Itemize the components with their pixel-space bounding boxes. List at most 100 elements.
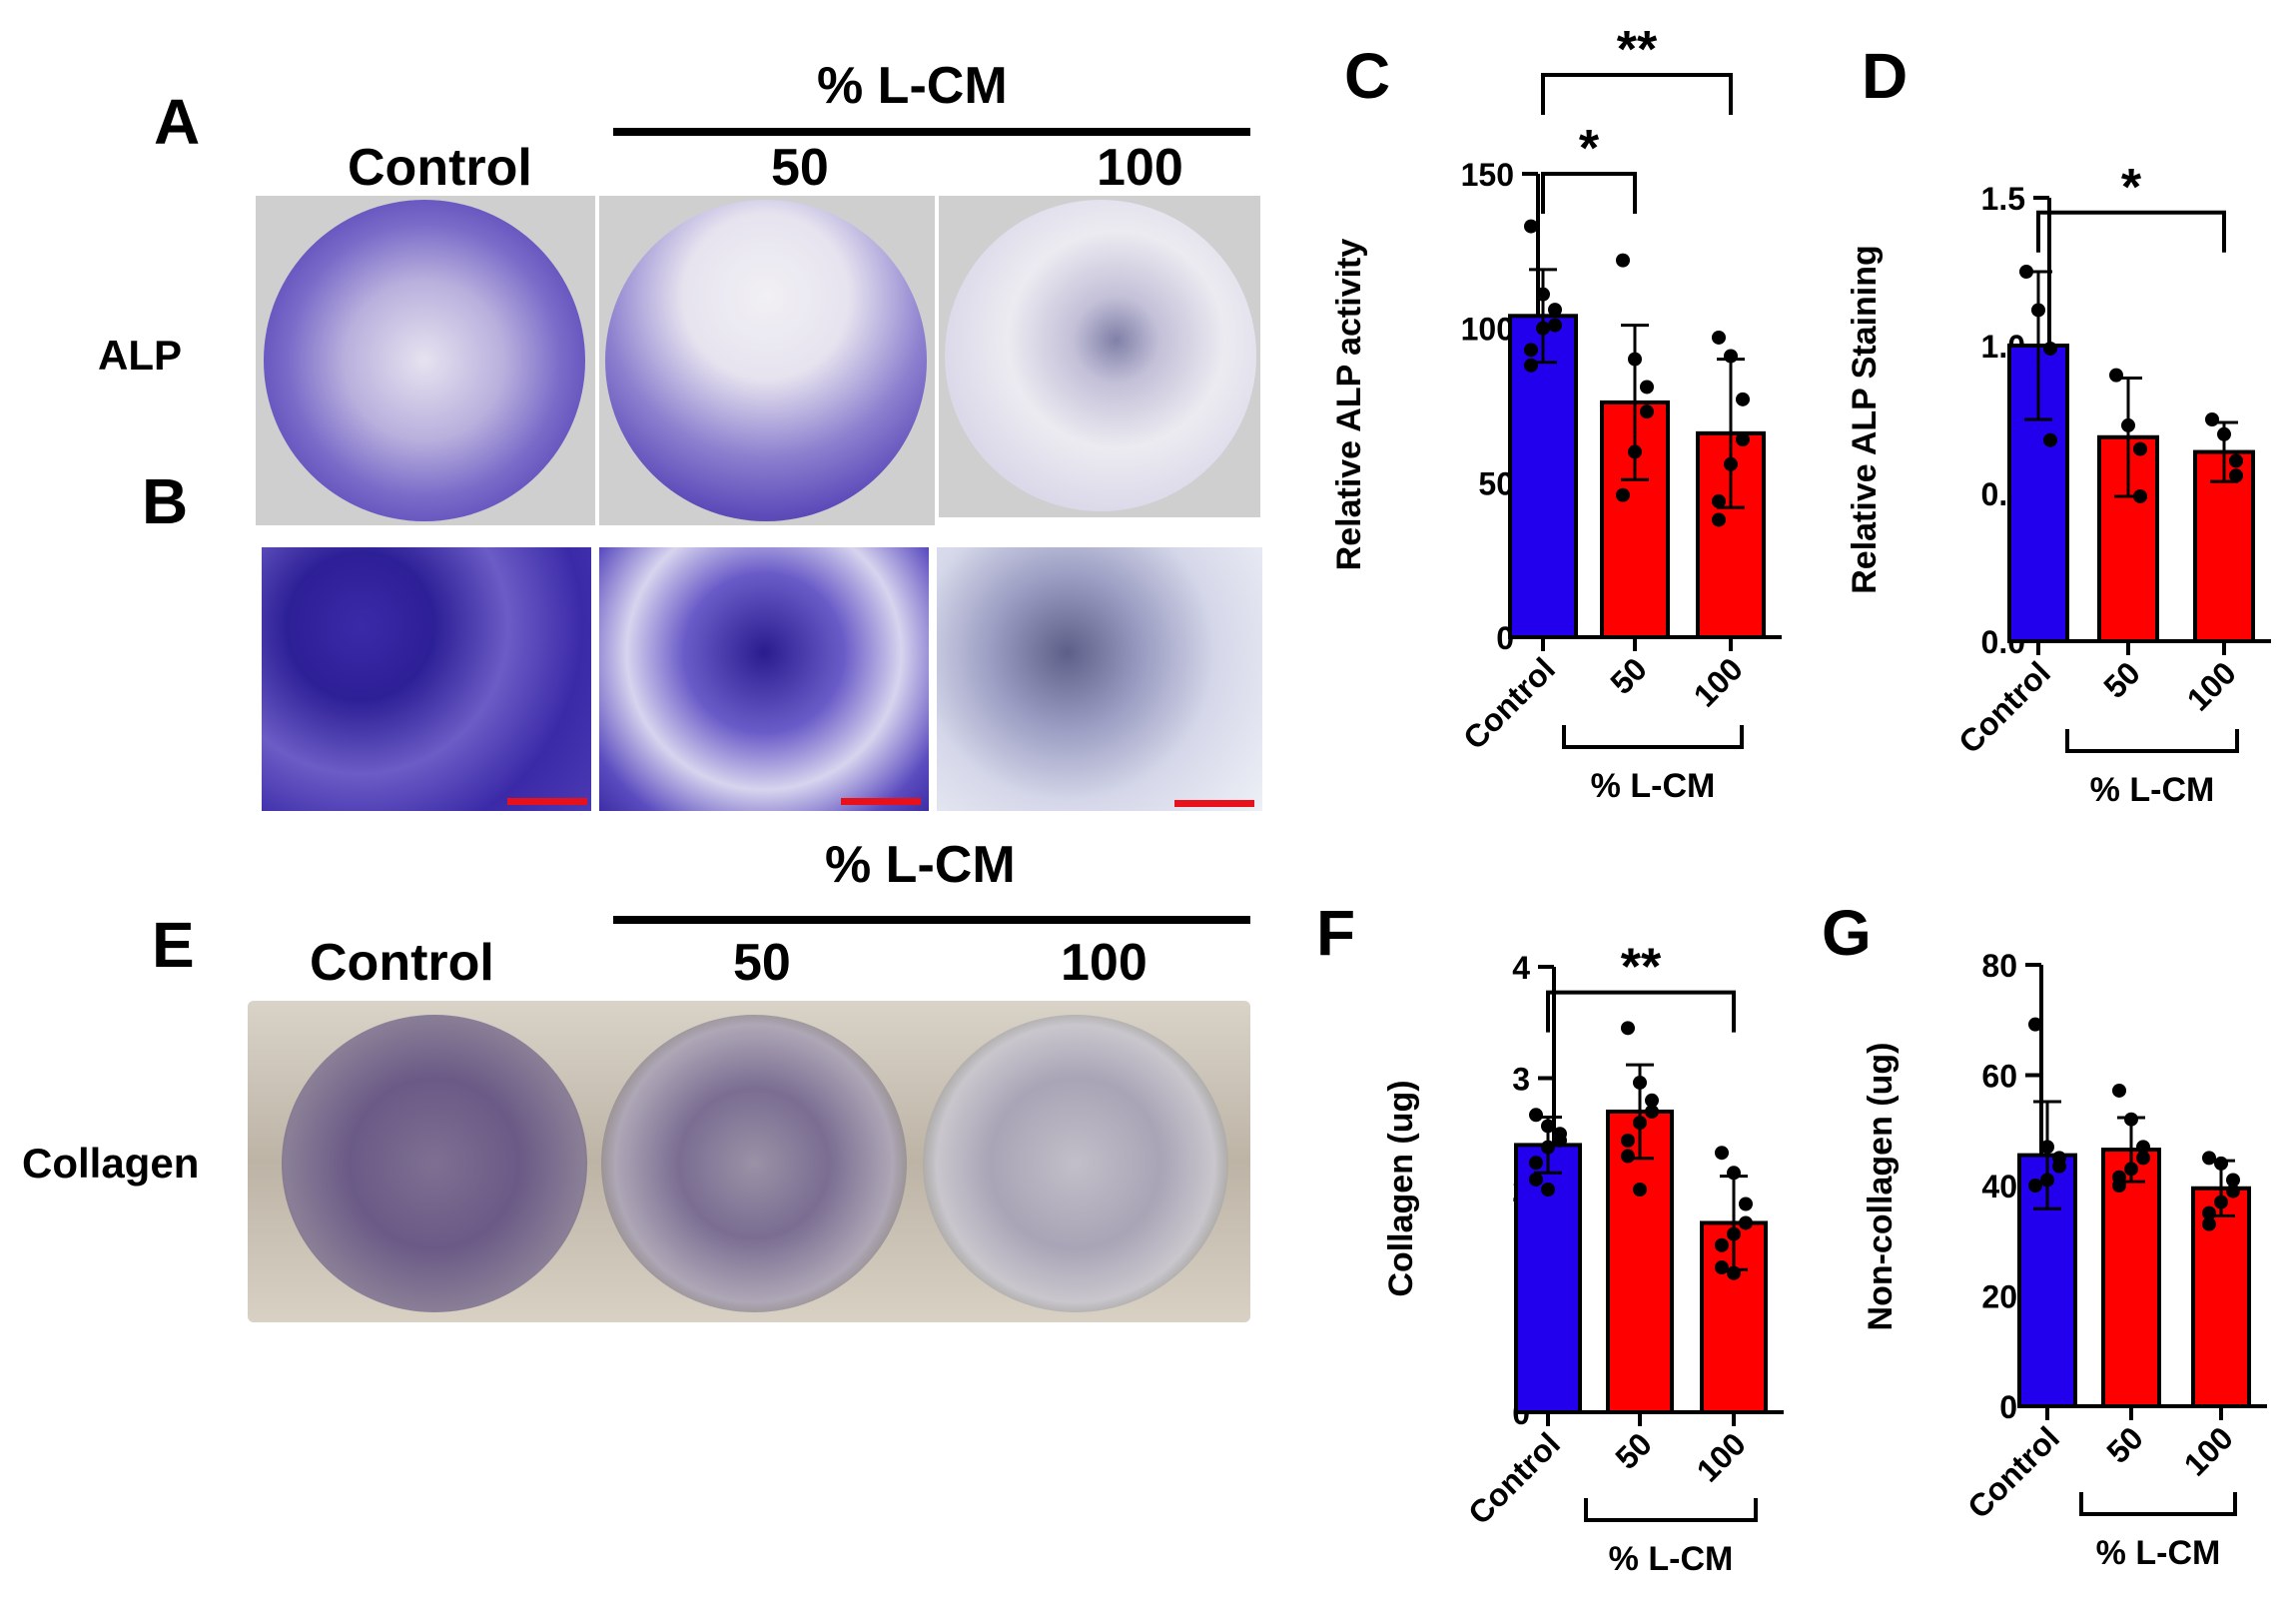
chart-c-data-point <box>1712 493 1726 508</box>
chart-g-data-point <box>2202 1205 2216 1220</box>
chart-c-category-label: 50 <box>1603 650 1654 701</box>
chart-f-group-bracket <box>1584 1498 1758 1522</box>
chart-f-category-label: Control <box>1461 1425 1567 1531</box>
chart-c-data-point <box>1616 487 1630 502</box>
scale-bar-control <box>507 798 587 805</box>
alp-well-image-50 <box>599 196 935 525</box>
chart-f-data-point <box>1529 1108 1543 1123</box>
chart-f-data-point <box>1541 1183 1555 1197</box>
chart-d-data-point <box>2229 468 2243 483</box>
alp-col-label-100: 100 <box>1097 139 1183 197</box>
alp-well-image-control <box>256 196 595 525</box>
chart-d-data-point <box>2205 412 2219 426</box>
panel-letter-c: C <box>1344 40 1391 112</box>
collagen-well-50 <box>601 1015 907 1312</box>
scale-bar-50 <box>841 798 921 805</box>
chart-c-data-point <box>1536 321 1550 336</box>
alp-micrograph-50 <box>599 547 929 811</box>
chart-f-ytick-label: 4 <box>1512 950 1530 986</box>
chart-c-category-label: Control <box>1456 650 1562 756</box>
chart-g-data-point <box>2040 1140 2054 1155</box>
panel-letter-d: D <box>1862 40 1909 112</box>
panel-letter-a: A <box>154 86 201 158</box>
chart-c-category-label: 100 <box>1687 650 1750 713</box>
chart-c-data-point <box>1548 303 1562 318</box>
chart-g-data-point <box>2124 1162 2138 1177</box>
chart-d-data-point <box>2043 432 2057 447</box>
chart-c-data-point <box>1724 456 1738 471</box>
chart-f-significance-bracket <box>1546 990 1736 1033</box>
chart-f-data-point <box>1727 1226 1741 1241</box>
chart-c-data-point <box>1524 343 1538 358</box>
chart-g-bar <box>2101 1148 2161 1409</box>
chart-d-data-point <box>2133 441 2147 456</box>
chart-f-data-point <box>1727 1265 1741 1280</box>
chart-c-ylabel: Relative ALP activity <box>1330 239 1368 571</box>
chart-f-category-label: 100 <box>1690 1425 1753 1488</box>
chart-f-data-point <box>1553 1133 1567 1148</box>
chart-c-data-point <box>1628 352 1642 367</box>
chart-g-data-point <box>2136 1140 2150 1155</box>
chart-d-data-point <box>2121 417 2135 432</box>
chart-c-data-point <box>1736 392 1750 406</box>
chart-f-data-point <box>1739 1215 1753 1230</box>
collagen-well-100 <box>923 1015 1228 1312</box>
chart-d-category-label: 50 <box>2096 654 2147 705</box>
chart-g-data-point <box>2202 1151 2216 1166</box>
scale-bar-100 <box>1174 800 1254 807</box>
chart-c-group-label: % L-CM <box>1591 767 1716 805</box>
chart-d-category-label: Control <box>1951 654 2057 760</box>
chart-c-data-point <box>1548 318 1562 333</box>
chart-g-data-point <box>2112 1083 2126 1098</box>
chart-g-ytick-label: 80 <box>1981 948 2017 984</box>
panel-letter-b: B <box>142 465 189 537</box>
chart-d-data-point <box>2133 488 2147 503</box>
collagen-well-control <box>282 1015 587 1312</box>
chart-d-data-point <box>2031 303 2045 318</box>
chart-g-bar <box>2191 1186 2251 1408</box>
alp-col-label-50: 50 <box>771 139 829 197</box>
alp-micrograph-100 <box>937 547 1262 811</box>
collagen-group-rule <box>613 916 1250 924</box>
chart-c-significance-bracket <box>1541 73 1733 116</box>
chart-d-data-point <box>2217 426 2231 441</box>
chart-f-significance-label: ** <box>1621 939 1662 997</box>
chart-g-data-point <box>2136 1151 2150 1166</box>
chart-g-data-point <box>2226 1184 2240 1199</box>
collagen-group-label: % L-CM <box>825 836 1016 894</box>
collagen-well-strip <box>248 1001 1250 1322</box>
chart-g-ytick-label: 60 <box>1981 1059 2017 1095</box>
chart-g-data-point <box>2052 1159 2066 1174</box>
chart-f-bar <box>1606 1109 1674 1414</box>
collagen-row-label: Collagen <box>22 1140 200 1187</box>
chart-c-significance-label: ** <box>1617 21 1658 79</box>
chart-g-ytick-label: 0 <box>1999 1389 2017 1425</box>
alp-well-image-100 <box>939 196 1260 517</box>
chart-g-data-point <box>2040 1173 2054 1188</box>
chart-g-data-point <box>2226 1173 2240 1188</box>
chart-c-data-point <box>1616 253 1630 268</box>
chart-g-ytick-label: 40 <box>1981 1169 2017 1204</box>
panel-letter-f: F <box>1316 897 1356 969</box>
chart-f-category-label: 50 <box>1608 1425 1659 1476</box>
chart-f-data-point <box>1621 1133 1635 1148</box>
chart-f-data-point <box>1541 1140 1555 1155</box>
chart-f-data-point <box>1715 1146 1729 1161</box>
chart-d-data-point <box>2019 265 2033 279</box>
chart-g-ylabel: Non-collagen (ug) <box>1862 1043 1900 1331</box>
alp-well-100 <box>945 200 1256 511</box>
chart-f-ytick-label: 3 <box>1512 1062 1530 1098</box>
chart-f-data-point <box>1529 1156 1543 1171</box>
panel-letter-g: G <box>1822 897 1872 969</box>
chart-c-significance-bracket <box>1541 172 1637 214</box>
chart-f-data-point <box>1541 1119 1555 1134</box>
alp-well-control <box>264 200 585 521</box>
chart-g-data-point <box>2124 1112 2138 1127</box>
chart-g-data-point <box>2214 1156 2228 1171</box>
chart-f-data-point <box>1645 1104 1659 1119</box>
chart-g-group-label: % L-CM <box>2096 1534 2221 1572</box>
chart-c-data-point <box>1640 380 1654 395</box>
chart-f-data-point <box>1727 1166 1741 1181</box>
chart-c-data-point <box>1712 512 1726 527</box>
